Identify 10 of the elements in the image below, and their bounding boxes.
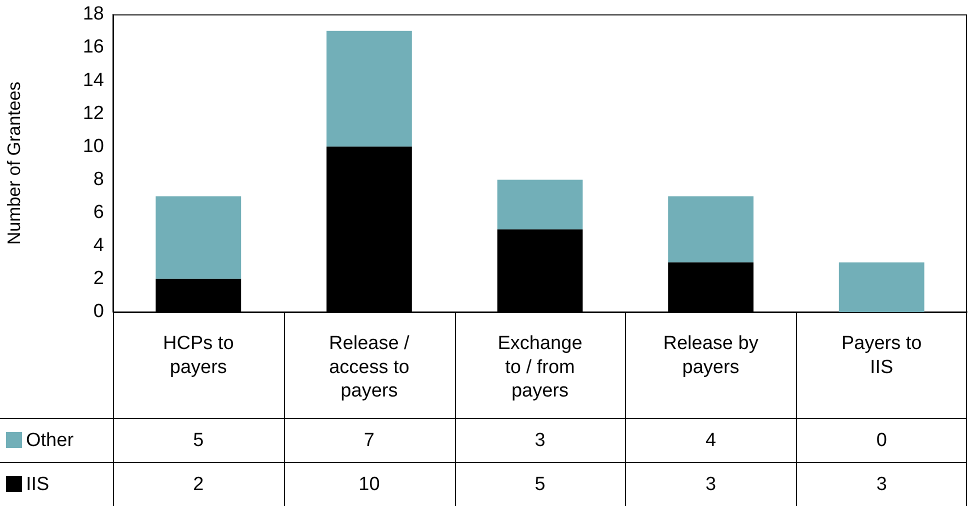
- y-tick-label: 8: [93, 168, 104, 190]
- y-tick-label: 4: [93, 235, 104, 256]
- y-tick-label: 16: [82, 36, 104, 58]
- y-axis-title: Number of Grantees: [4, 82, 24, 245]
- y-tick-label: 18: [82, 4, 104, 25]
- y-tick-label: 6: [93, 202, 104, 224]
- y-tick-label: 14: [82, 70, 104, 91]
- y-tick-label: 10: [82, 136, 104, 157]
- y-tick-label: 2: [93, 268, 104, 290]
- y-tick-label: 12: [82, 102, 104, 124]
